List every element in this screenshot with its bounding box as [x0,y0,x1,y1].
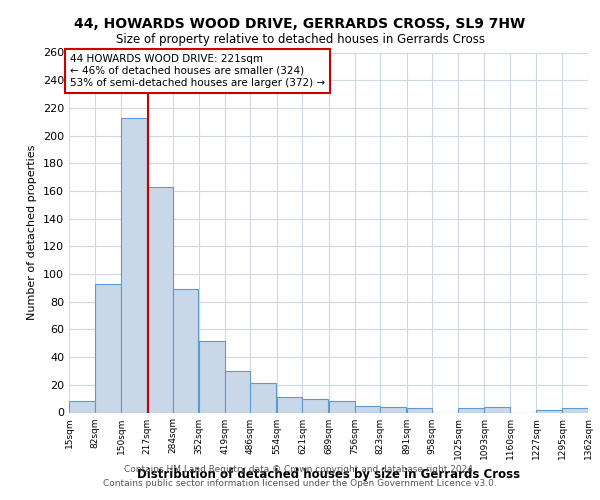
Text: Size of property relative to detached houses in Gerrards Cross: Size of property relative to detached ho… [115,32,485,46]
Bar [173,290,199,412]
Y-axis label: Number of detached properties: Number of detached properties [28,145,37,320]
Text: Contains HM Land Registry data © Crown copyright and database right 2024.
Contai: Contains HM Land Registry data © Crown c… [103,466,497,487]
Bar [407,408,433,412]
Bar [121,118,147,412]
Bar [536,410,562,412]
Bar [355,406,380,412]
Bar [250,384,276,412]
Text: 44, HOWARDS WOOD DRIVE, GERRARDS CROSS, SL9 7HW: 44, HOWARDS WOOD DRIVE, GERRARDS CROSS, … [74,18,526,32]
Bar [224,371,250,412]
Bar [458,408,484,412]
X-axis label: Distribution of detached houses by size in Gerrards Cross: Distribution of detached houses by size … [137,468,520,481]
Bar [329,402,355,412]
Bar [484,407,510,412]
Bar [302,398,328,412]
Text: 44 HOWARDS WOOD DRIVE: 221sqm
← 46% of detached houses are smaller (324)
53% of : 44 HOWARDS WOOD DRIVE: 221sqm ← 46% of d… [70,54,325,88]
Bar [562,408,588,412]
Bar [147,187,173,412]
Bar [380,407,406,412]
Bar [277,398,302,412]
Bar [199,340,224,412]
Bar [95,284,121,412]
Bar [69,402,95,412]
